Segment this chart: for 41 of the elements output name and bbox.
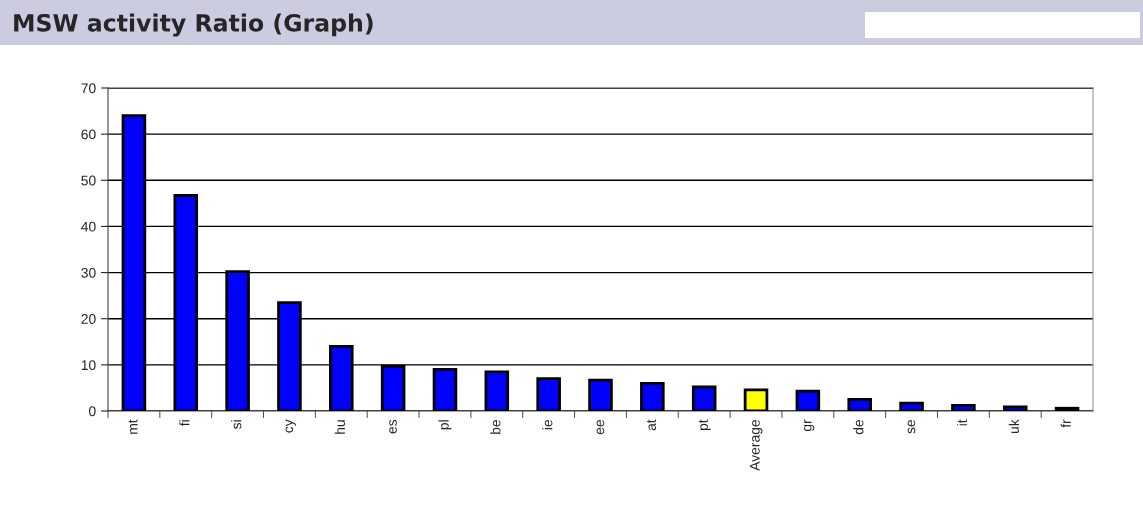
bar <box>432 368 458 411</box>
x-tick-label: de <box>853 419 864 435</box>
x-tick-label: hu <box>334 420 346 434</box>
bar <box>1054 406 1080 411</box>
bar <box>536 377 561 411</box>
y-tick-label: 60 <box>81 129 96 140</box>
y-tick-label: 20 <box>81 314 96 324</box>
bar <box>484 370 510 411</box>
bar <box>640 381 665 411</box>
x-tick-label: Average <box>750 419 763 471</box>
chart-title: MSW activity Ratio (Graph) <box>14 13 373 37</box>
x-tick-label: pl <box>438 420 452 430</box>
bar <box>795 389 821 411</box>
y-tick-label: 10 <box>81 360 96 371</box>
x-tick-label: mt <box>128 419 138 434</box>
x-tick-label: it <box>956 419 968 426</box>
x-tick-label: at <box>646 419 657 431</box>
x-tick-label: gr <box>803 419 815 432</box>
bar <box>951 404 976 411</box>
y-tick-label: 50 <box>81 175 96 186</box>
x-tick-label: be <box>490 419 501 434</box>
x-tick-label: pt <box>698 419 711 431</box>
bar <box>588 378 613 411</box>
bar <box>1002 405 1028 411</box>
x-tick-label: se <box>907 419 916 434</box>
x-tick-label: ie <box>542 419 553 430</box>
y-tick-label: 70 <box>81 83 96 94</box>
y-tick-label: 40 <box>81 221 96 232</box>
y-tick-label: 0 <box>89 406 96 417</box>
x-tick-label: fr <box>1060 419 1071 428</box>
x-tick-label: fi <box>179 420 190 427</box>
x-tick-label: uk <box>1008 419 1019 434</box>
bar <box>691 385 717 411</box>
bar <box>847 398 872 411</box>
bar <box>743 388 769 411</box>
x-tick-label: es <box>389 419 397 434</box>
x-tick-label: ee <box>596 419 605 435</box>
x-tick-label: cy <box>285 419 296 433</box>
bar <box>899 401 924 411</box>
x-tick-label: si <box>231 420 242 429</box>
y-tick-label: 30 <box>81 267 96 278</box>
